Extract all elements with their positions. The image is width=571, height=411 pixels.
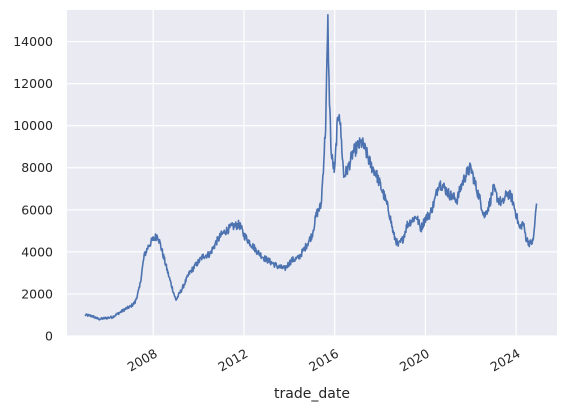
y-tick-label: 14000 — [13, 34, 53, 49]
x-tick-labels: 2008 2012 2016 2020 2024 — [125, 346, 523, 375]
y-tick-label: 0 — [45, 329, 53, 344]
x-tick-label: 2012 — [215, 346, 250, 375]
series-line — [84, 14, 538, 321]
series-group — [84, 14, 538, 321]
x-tick-label: 2020 — [397, 346, 432, 375]
x-tick-label: 2024 — [488, 346, 523, 375]
y-tick-label: 10000 — [13, 118, 53, 133]
y-tick-labels: 0 2000 4000 6000 8000 10000 12000 14000 — [13, 34, 53, 343]
y-tick-label: 4000 — [21, 244, 53, 259]
grid — [67, 10, 557, 337]
plot-background — [67, 10, 557, 336]
y-tick-label: 2000 — [21, 286, 53, 301]
y-tick-label: 12000 — [13, 76, 53, 91]
x-axis-label: trade_date — [274, 386, 350, 402]
x-tick-label: 2016 — [306, 346, 341, 375]
x-tick-label: 2008 — [125, 346, 160, 375]
y-tick-label: 6000 — [21, 202, 53, 217]
y-tick-label: 8000 — [21, 160, 53, 175]
